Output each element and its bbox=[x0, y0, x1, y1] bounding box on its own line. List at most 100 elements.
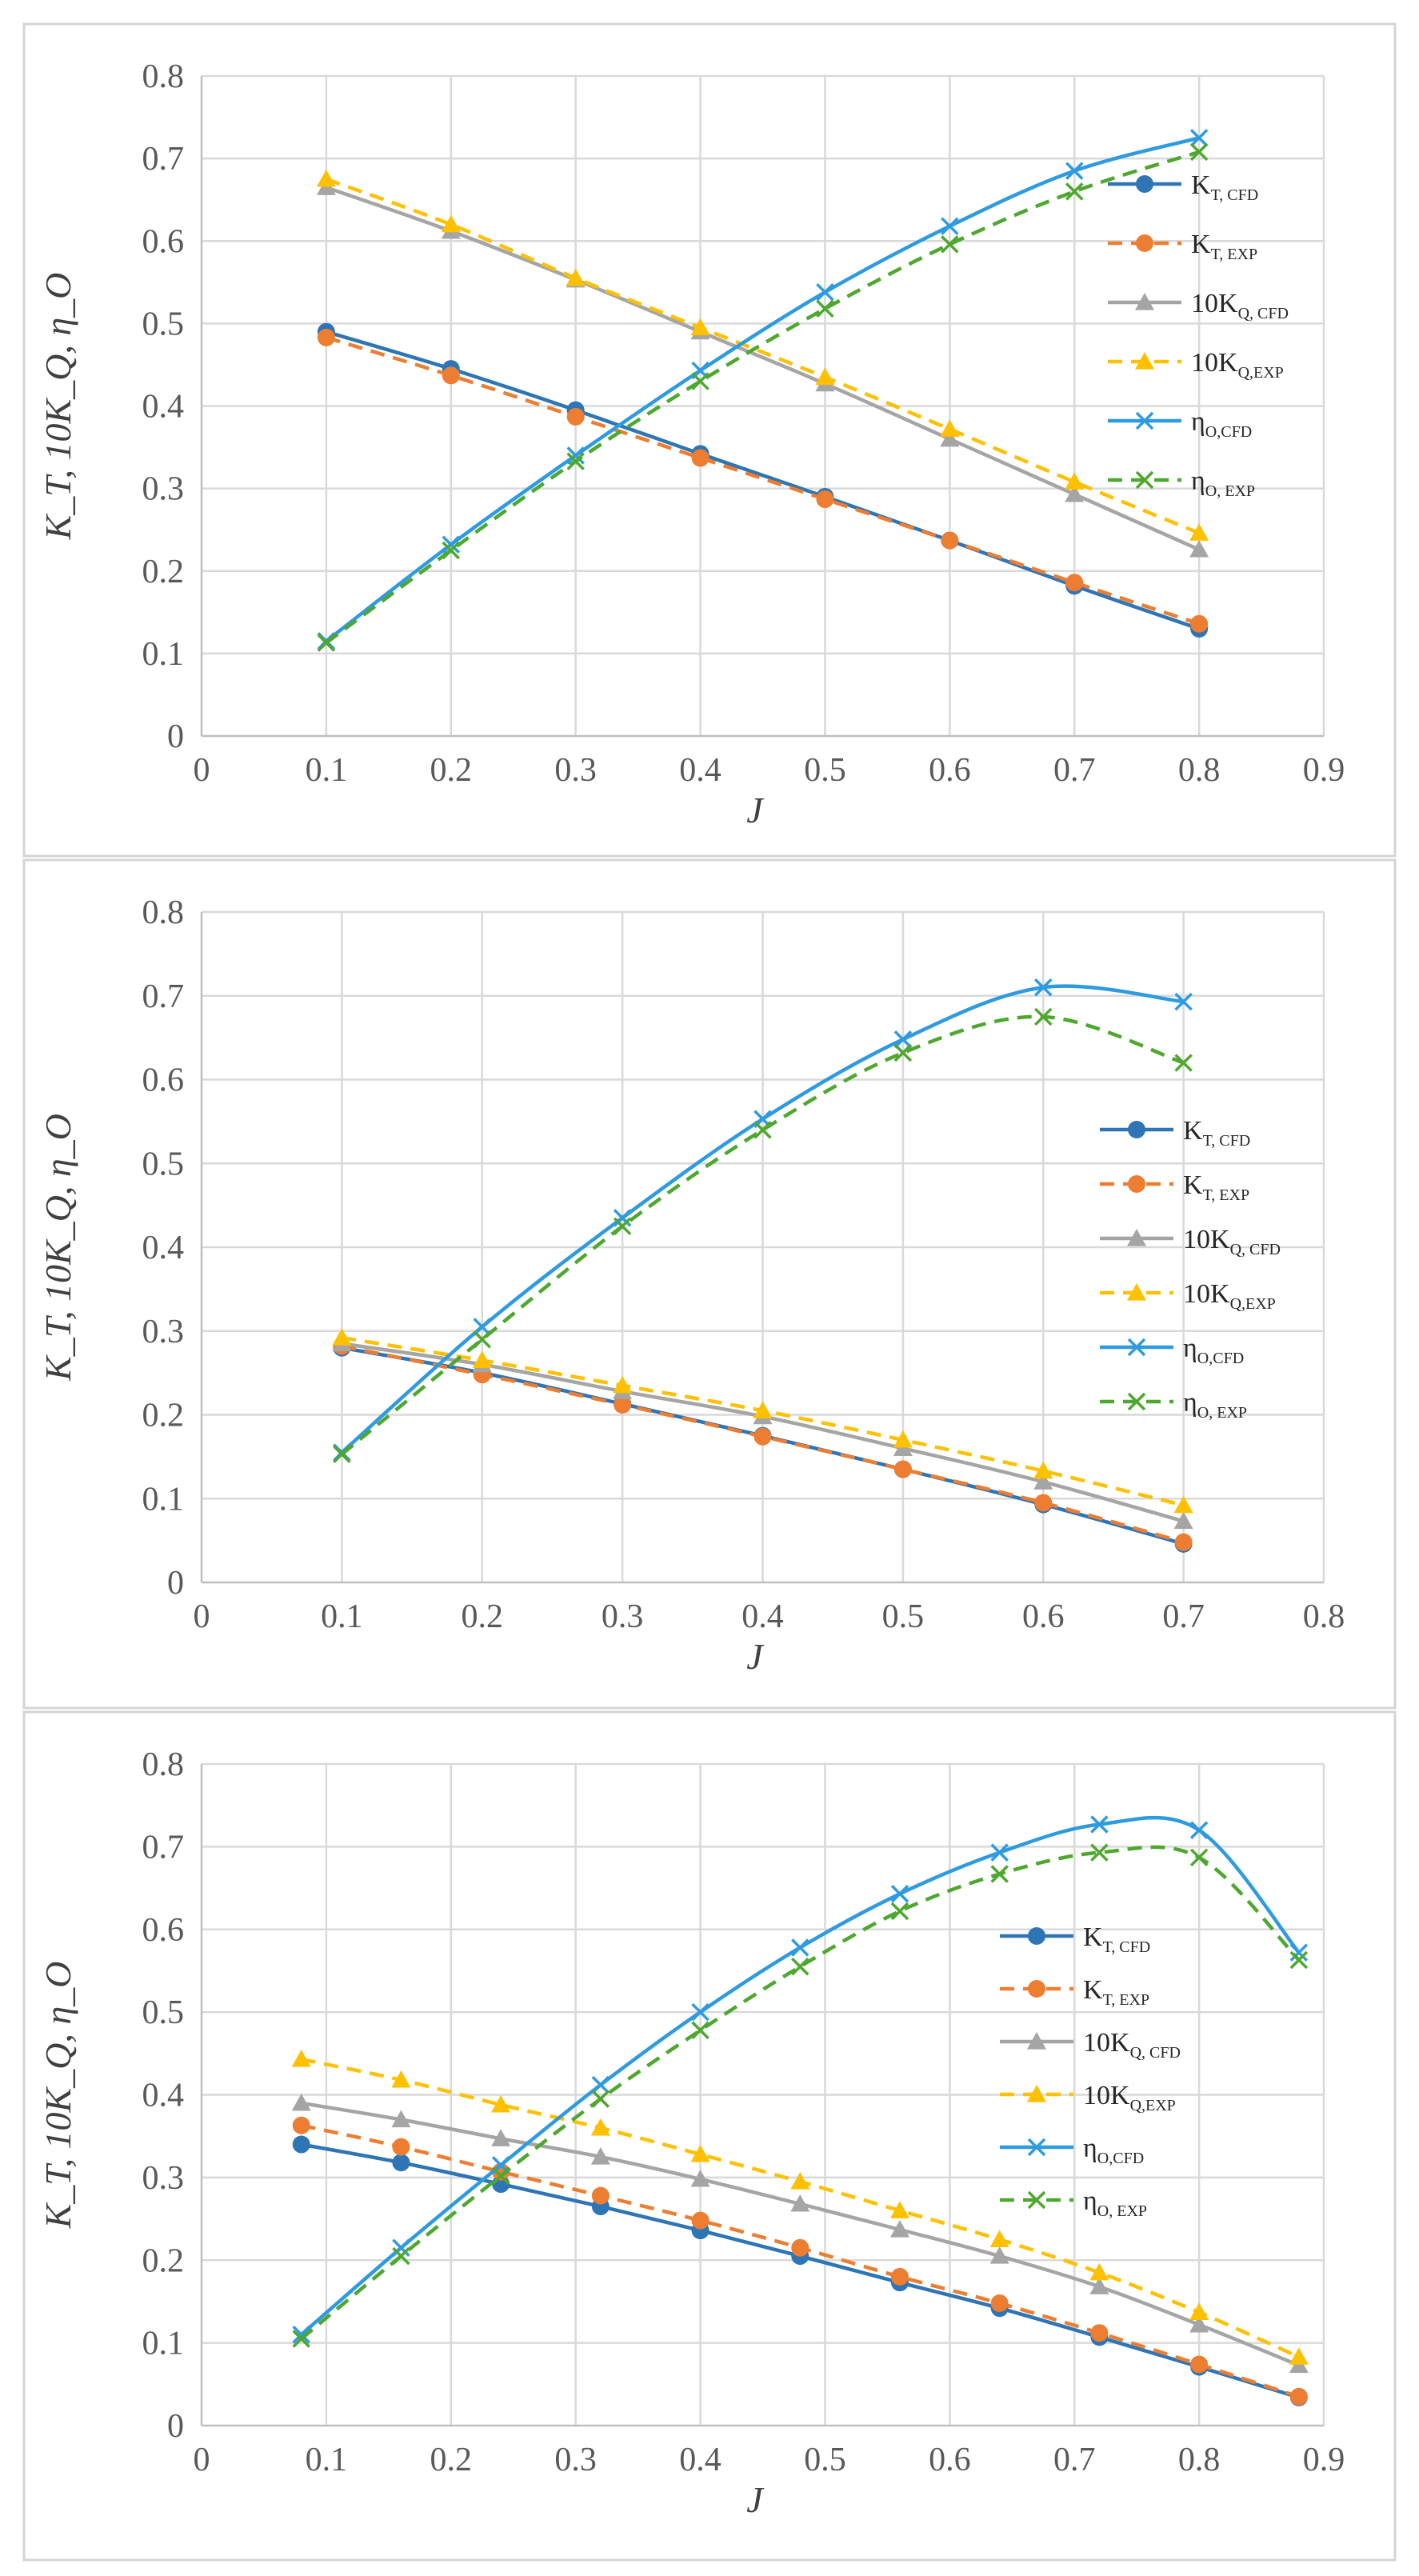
data-point bbox=[1289, 2387, 1308, 2406]
series-5 bbox=[333, 1007, 1193, 1463]
data-point bbox=[441, 214, 461, 233]
x-tick-label: 0.6 bbox=[929, 2442, 971, 2478]
y-tick-label: 0.4 bbox=[142, 389, 185, 426]
data-point bbox=[1189, 142, 1209, 162]
data-point bbox=[1289, 1950, 1309, 1970]
data-point bbox=[893, 1460, 912, 1478]
y-tick-label: 0 bbox=[167, 718, 184, 755]
data-point bbox=[1034, 1007, 1053, 1026]
legend-item: KT, EXP bbox=[1100, 1170, 1249, 1204]
legend-label: 10KQ, CFD bbox=[1083, 2028, 1181, 2062]
legend-label: KT, CFD bbox=[1183, 1116, 1250, 1150]
data-point bbox=[442, 541, 461, 560]
legend-item: KT, EXP bbox=[1108, 230, 1257, 263]
legend-label: ηO,CFD bbox=[1191, 407, 1252, 441]
data-point bbox=[391, 2110, 411, 2128]
x-tick-label: 0 bbox=[194, 752, 210, 789]
data-point bbox=[1034, 1494, 1053, 1512]
data-point bbox=[1090, 2324, 1109, 2342]
legend-label-sub: T, CFD bbox=[1103, 1938, 1151, 1956]
legend-label-sub: T, CFD bbox=[1203, 1132, 1251, 1150]
y-tick-label: 0.3 bbox=[142, 2160, 185, 2197]
series-4 bbox=[292, 1815, 1309, 2344]
data-point bbox=[691, 2002, 710, 2022]
legend-label-base: K bbox=[1183, 1170, 1203, 1200]
data-point bbox=[1065, 182, 1084, 201]
data-point bbox=[317, 634, 336, 652]
legend-label-base: η bbox=[1083, 2186, 1097, 2216]
data-point bbox=[392, 2138, 410, 2156]
data-point bbox=[613, 1375, 633, 1394]
legend-swatch-marker bbox=[1127, 1338, 1146, 1357]
series-2 bbox=[291, 2093, 1309, 2374]
data-point bbox=[790, 2172, 810, 2190]
x-tick-label: 0.9 bbox=[1303, 752, 1345, 789]
chart-panel-bottom: 0 0.1 0.2 0.3 0.4 0.5 0.6 0.7 0.8 0.9 0 0.1 0.2 0.3 0.… bbox=[22, 1710, 1397, 2562]
data-point bbox=[1065, 574, 1084, 592]
data-point bbox=[1174, 1054, 1193, 1072]
legend-label: ηO, EXP bbox=[1183, 1388, 1247, 1422]
data-point bbox=[566, 407, 585, 426]
legend-label-sub: Q, CFD bbox=[1230, 1241, 1281, 1258]
chart-panel-top: 0 0.1 0.2 0.3 0.4 0.5 0.6 0.7 0.8 0.9 0 0.1 0.2 0.3 0.… bbox=[22, 22, 1397, 858]
data-point bbox=[815, 367, 835, 386]
legend-item: ηO,CFD bbox=[1100, 1334, 1244, 1367]
data-point bbox=[332, 1328, 352, 1346]
series-line bbox=[326, 186, 1201, 551]
data-point bbox=[1090, 1815, 1109, 1834]
legend-item: KT, EXP bbox=[1000, 1975, 1149, 2009]
x-tick-label: 0.7 bbox=[1162, 1598, 1205, 1635]
data-point bbox=[1065, 162, 1084, 180]
y-tick-label: 0.4 bbox=[142, 2078, 185, 2114]
data-point bbox=[1189, 523, 1209, 541]
y-axis-label: K_T, 10K_Q, η_O bbox=[38, 273, 78, 541]
legend-swatch-marker bbox=[1028, 1980, 1045, 1998]
data-point bbox=[472, 1350, 492, 1369]
legend-item: 10KQ, CFD bbox=[1100, 1225, 1281, 1258]
legend-label-sub: T, EXP bbox=[1103, 1991, 1150, 2009]
data-point bbox=[990, 1865, 1009, 1883]
data-point bbox=[893, 1430, 913, 1448]
legend-swatch-marker bbox=[1135, 470, 1154, 490]
legend-item: 10KQ, CFD bbox=[1108, 289, 1289, 322]
legend-swatch-marker bbox=[1128, 1121, 1145, 1138]
x-tick-label: 0.3 bbox=[602, 1598, 644, 1635]
data-point bbox=[1189, 2302, 1209, 2320]
legend-label: KT, EXP bbox=[1083, 1975, 1149, 2009]
legend-swatch-marker bbox=[1027, 2032, 1046, 2050]
y-tick-label: 0 bbox=[167, 2408, 184, 2445]
legend-label-sub: Q,EXP bbox=[1230, 1295, 1276, 1313]
data-point bbox=[691, 449, 710, 467]
data-point bbox=[1289, 2347, 1309, 2365]
legend-label-sub: O,CFD bbox=[1205, 423, 1252, 441]
data-point bbox=[491, 2166, 510, 2186]
data-point bbox=[1189, 1821, 1209, 1839]
legend-label-base: 10K bbox=[1183, 1279, 1230, 1309]
legend-item: ηO, EXP bbox=[1000, 2186, 1147, 2220]
legend-swatch-marker bbox=[1027, 2138, 1046, 2157]
data-point bbox=[941, 217, 959, 235]
data-point bbox=[790, 2194, 810, 2212]
x-tick-label: 0.6 bbox=[1022, 1598, 1065, 1635]
series-4 bbox=[333, 978, 1193, 1462]
legend-label-base: η bbox=[1191, 407, 1205, 437]
y-tick-label: 0.7 bbox=[142, 1829, 185, 1866]
x-tick-label: 0.2 bbox=[430, 2442, 473, 2478]
legend-label-sub: Q,EXP bbox=[1238, 364, 1284, 382]
x-tick-label: 0.2 bbox=[430, 752, 473, 789]
data-point bbox=[442, 366, 460, 385]
data-point bbox=[316, 169, 336, 187]
x-tick-label: 0.7 bbox=[1053, 752, 1096, 789]
data-point bbox=[1090, 1843, 1109, 1862]
data-point bbox=[889, 2220, 909, 2238]
legend-label-base: η bbox=[1191, 466, 1205, 496]
legend-label: KT, EXP bbox=[1191, 230, 1257, 263]
data-point bbox=[753, 1121, 772, 1139]
data-point bbox=[889, 2201, 909, 2218]
legend-swatch-marker bbox=[1027, 2190, 1046, 2210]
y-tick-label: 0.2 bbox=[142, 1398, 185, 1434]
data-point bbox=[691, 372, 710, 390]
data-point bbox=[292, 2135, 310, 2154]
x-tick-label: 0.2 bbox=[462, 1598, 504, 1635]
series-3 bbox=[332, 1328, 1193, 1514]
